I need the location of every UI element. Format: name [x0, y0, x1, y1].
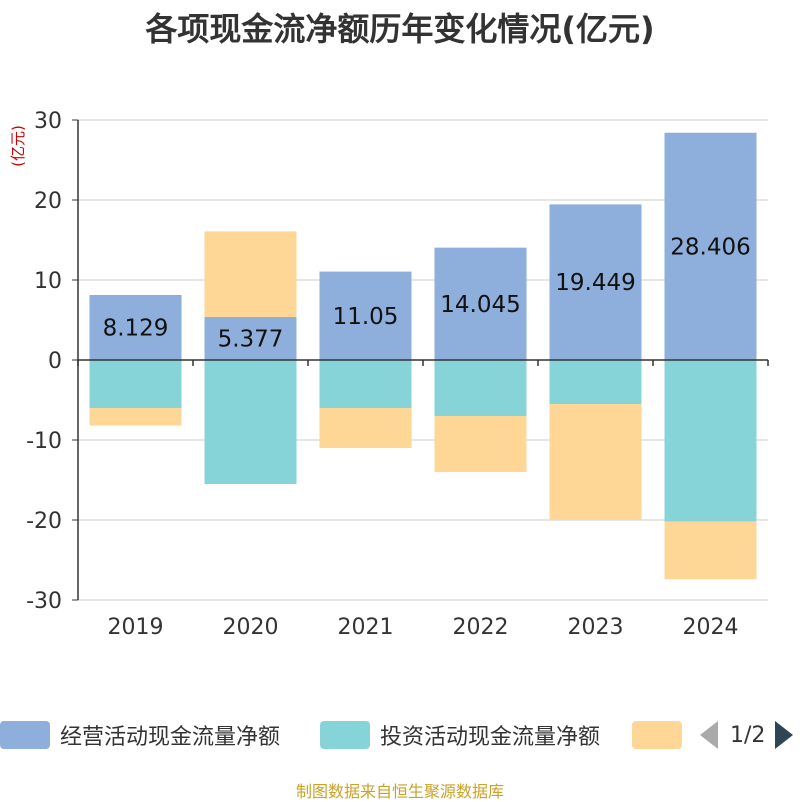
- y-tick-label: 30: [34, 109, 62, 134]
- cashflow-chart: 30 20 10 0 -10 -20 -30 (亿元) 8.129 5.377 11.05 14.04…: [9, 109, 769, 640]
- y-tick-label: 20: [34, 189, 62, 214]
- bar-financing: [89, 408, 182, 426]
- legend-pager: 1/2: [700, 714, 794, 756]
- y-tick-label: -20: [26, 509, 62, 534]
- y-tick-label: -30: [26, 589, 62, 614]
- bar-operating: [664, 132, 757, 360]
- x-tick-label: 2023: [568, 615, 624, 640]
- bar-operating: [549, 204, 642, 360]
- bar-operating: [204, 316, 297, 360]
- x-tick-label: 2021: [338, 615, 394, 640]
- bar-investing: [89, 360, 182, 408]
- legend-swatch-financing: [632, 721, 682, 749]
- x-tick-label: 2022: [453, 615, 509, 640]
- source-note: 制图数据来自恒生聚源数据库: [295, 782, 504, 801]
- legend-item-investing[interactable]: 投资活动现金流量净额: [320, 714, 600, 756]
- x-tick-label: 2020: [223, 615, 279, 640]
- data-label: 14.045: [440, 292, 520, 318]
- legend-page-indicator: 1/2: [730, 722, 766, 748]
- bar-financing: [434, 416, 527, 472]
- bar-operating: [89, 294, 182, 360]
- data-label: 5.377: [218, 326, 284, 352]
- y-tick-label: 0: [48, 349, 62, 374]
- data-label: 8.129: [103, 315, 169, 341]
- legend-item-financing[interactable]: [632, 714, 692, 756]
- x-tick-label: 2019: [108, 615, 164, 640]
- bar-financing: [549, 404, 642, 520]
- data-label: 28.406: [670, 234, 750, 260]
- x-tick-label: 2024: [683, 615, 739, 640]
- legend-label-operating: 经营活动现金流量净额: [60, 725, 281, 750]
- bar-investing: [664, 360, 757, 522]
- bar-operating: [434, 247, 527, 360]
- legend-prev-page-icon[interactable]: [700, 721, 718, 749]
- legend-label-investing: 投资活动现金流量净额: [380, 725, 601, 750]
- bar-financing: [664, 521, 757, 580]
- y-tick-label: 10: [34, 269, 62, 294]
- legend: 经营活动现金流量净额 投资活动现金流量净额 1/2: [0, 714, 800, 756]
- bar-investing: [549, 360, 642, 404]
- y-tick-label: -10: [26, 429, 62, 454]
- legend-item-operating[interactable]: 经营活动现金流量净额: [0, 714, 280, 756]
- legend-swatch-investing: [320, 721, 370, 749]
- bar-financing: [319, 408, 412, 448]
- y-axis-unit-label: (亿元): [9, 125, 27, 167]
- legend-swatch-operating: [0, 721, 50, 749]
- data-label: 11.05: [333, 304, 399, 330]
- bar-investing: [204, 360, 297, 484]
- chart-title: 各项现金流净额历年变化情况(亿元): [145, 10, 655, 48]
- bar-financing: [204, 231, 297, 317]
- bar-investing: [434, 360, 527, 416]
- legend-next-page-icon[interactable]: [775, 721, 794, 749]
- bar-investing: [319, 360, 412, 408]
- bar-operating: [319, 271, 412, 360]
- data-label: 19.449: [555, 270, 635, 296]
